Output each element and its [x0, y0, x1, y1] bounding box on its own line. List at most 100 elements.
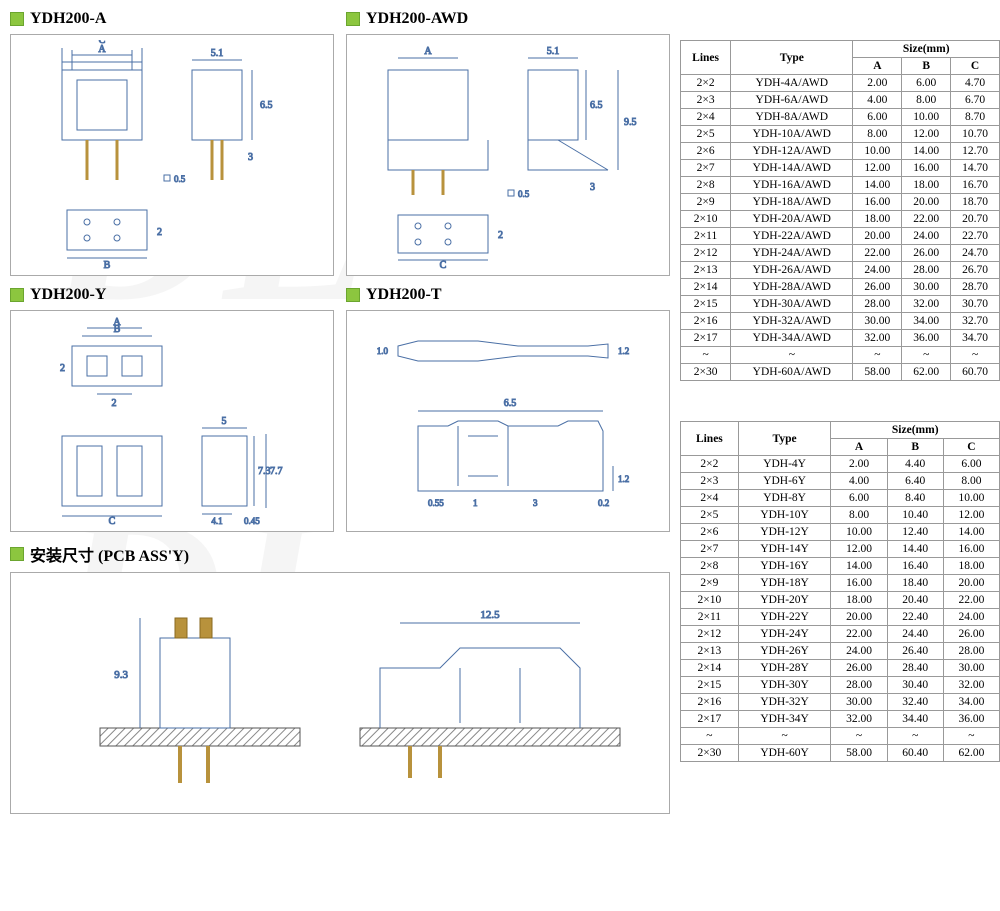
table-cell: 30.00 — [943, 660, 999, 677]
diagram-ydh200-y: B A 2 2 C — [10, 310, 334, 532]
table-cell: 2×12 — [681, 245, 731, 262]
svg-text:A: A — [113, 317, 121, 328]
table-cell: 28.00 — [831, 677, 887, 694]
table-cell: 24.00 — [853, 262, 902, 279]
table-cell: 2×15 — [681, 677, 739, 694]
table-row: 2×16YDH-32A/AWD30.0034.0032.70 — [681, 313, 1000, 330]
table-cell: 8.00 — [853, 126, 902, 143]
table-cell: 6.70 — [951, 92, 1000, 109]
table-row: 2×8YDH-16Y14.0016.4018.00 — [681, 558, 1000, 575]
table-cell: 18.00 — [853, 211, 902, 228]
table-cell: 30.00 — [831, 694, 887, 711]
table-cell: 2×8 — [681, 558, 739, 575]
table-cell: 18.00 — [831, 592, 887, 609]
table-cell: 2×2 — [681, 456, 739, 473]
table-cell: 2×5 — [681, 126, 731, 143]
svg-text:6.5: 6.5 — [260, 100, 273, 111]
svg-text:1.2: 1.2 — [618, 474, 629, 484]
table-cell: 10.00 — [831, 524, 887, 541]
table-cell: 2×3 — [681, 473, 739, 490]
table-cell: ~ — [853, 347, 902, 364]
table-cell: YDH-32Y — [738, 694, 831, 711]
table-cell: 26.00 — [831, 660, 887, 677]
table-row: 2×8YDH-16A/AWD14.0018.0016.70 — [681, 177, 1000, 194]
table-cell: YDH-34Y — [738, 711, 831, 728]
table-row: 2×15YDH-30A/AWD28.0032.0030.70 — [681, 296, 1000, 313]
table-cell: 30.00 — [902, 279, 951, 296]
table-row: 2×5YDH-10Y8.0010.4012.00 — [681, 507, 1000, 524]
svg-text:C: C — [109, 516, 116, 526]
table-cell: 4.00 — [853, 92, 902, 109]
table-cell: 20.00 — [902, 194, 951, 211]
table-cell: 2×12 — [681, 626, 739, 643]
table-cell: 20.00 — [831, 609, 887, 626]
table-row: 2×11YDH-22A/AWD20.0024.0022.70 — [681, 228, 1000, 245]
table-cell: 2×13 — [681, 643, 739, 660]
table-cell: YDH-10Y — [738, 507, 831, 524]
table-row: 2×17YDH-34Y32.0034.4036.00 — [681, 711, 1000, 728]
table-cell: 36.00 — [902, 330, 951, 347]
table-row: 2×7YDH-14Y12.0014.4016.00 — [681, 541, 1000, 558]
table-cell: 6.00 — [831, 490, 887, 507]
table-cell: 18.40 — [887, 575, 943, 592]
table-cell: YDH-20Y — [738, 592, 831, 609]
svg-text:3: 3 — [248, 152, 253, 163]
svg-text:2: 2 — [157, 227, 162, 238]
table-cell: 28.00 — [853, 296, 902, 313]
table-cell: 32.00 — [902, 296, 951, 313]
table-row: 2×13YDH-26Y24.0026.4028.00 — [681, 643, 1000, 660]
svg-text:1: 1 — [473, 498, 478, 508]
table-cell: 58.00 — [853, 364, 902, 381]
table-cell: 2×7 — [681, 160, 731, 177]
table-cell: 18.00 — [902, 177, 951, 194]
table-cell: 2×2 — [681, 75, 731, 92]
table-cell: 24.00 — [943, 609, 999, 626]
table-cell: 2×8 — [681, 177, 731, 194]
diagram-ydh200-a: A C 5.1 — [10, 34, 334, 276]
table-cell: 32.40 — [887, 694, 943, 711]
table-cell: 8.40 — [887, 490, 943, 507]
svg-text:5.1: 5.1 — [547, 46, 560, 57]
table-cell: YDH-28Y — [738, 660, 831, 677]
section-pcb-assy: 安装尺寸 (PCB ASS'Y) — [10, 542, 670, 814]
svg-text:C: C — [99, 40, 106, 46]
col-size: Size(mm) — [853, 41, 1000, 58]
table-cell: 2×7 — [681, 541, 739, 558]
table-cell: YDH-30Y — [738, 677, 831, 694]
table-cell: 2×15 — [681, 296, 731, 313]
table-row: 2×11YDH-22Y20.0022.4024.00 — [681, 609, 1000, 626]
table-cell: 2×14 — [681, 660, 739, 677]
bullet-icon — [346, 288, 360, 302]
svg-text:B: B — [104, 260, 111, 270]
table-cell: 12.70 — [951, 143, 1000, 160]
table-cell: YDH-18Y — [738, 575, 831, 592]
table-cell: 62.00 — [943, 745, 999, 762]
table-cell: 2×11 — [681, 609, 739, 626]
table-cell: 28.00 — [943, 643, 999, 660]
table-cell: 20.40 — [887, 592, 943, 609]
table-cell: 2×16 — [681, 313, 731, 330]
svg-text:0.2: 0.2 — [598, 498, 609, 508]
table-cell: 34.70 — [951, 330, 1000, 347]
svg-text:7.7: 7.7 — [270, 466, 283, 477]
table-row: 2×6YDH-12Y10.0012.4014.00 — [681, 524, 1000, 541]
table-cell: 6.00 — [943, 456, 999, 473]
table-cell: 2×16 — [681, 694, 739, 711]
table-cell: 30.00 — [853, 313, 902, 330]
section-ydh200-awd: YDH200-AWD A — [346, 10, 670, 276]
table-cell: ~ — [681, 728, 739, 745]
table-cell: 34.00 — [902, 313, 951, 330]
col-c: C — [943, 439, 999, 456]
table-cell: YDH-60Y — [738, 745, 831, 762]
table-cell: YDH-26A/AWD — [731, 262, 853, 279]
table-cell: 30.70 — [951, 296, 1000, 313]
svg-text:1.0: 1.0 — [377, 346, 389, 356]
table-cell: 36.00 — [943, 711, 999, 728]
table-cell: ~ — [943, 728, 999, 745]
table-cell: 2×6 — [681, 524, 739, 541]
svg-text:0.5: 0.5 — [174, 174, 186, 184]
svg-text:9.5: 9.5 — [624, 117, 637, 128]
table-cell: 20.00 — [943, 575, 999, 592]
table-cell: YDH-22Y — [738, 609, 831, 626]
table-cell: 24.00 — [902, 228, 951, 245]
